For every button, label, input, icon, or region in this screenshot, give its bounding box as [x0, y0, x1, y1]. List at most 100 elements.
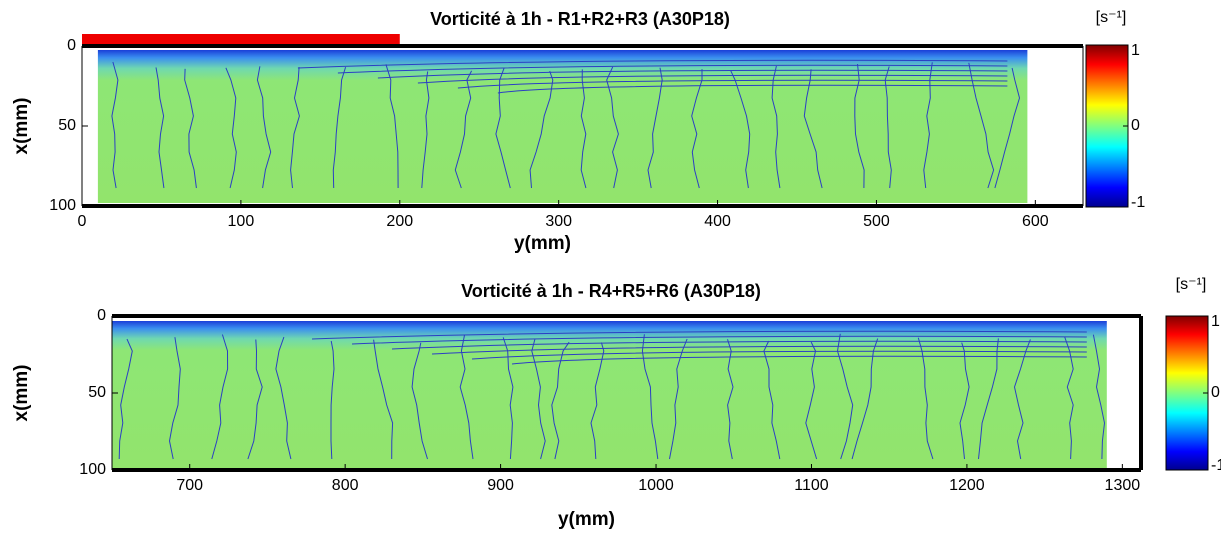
- streamline: [763, 340, 781, 460]
- x-tick-label: 0: [78, 213, 87, 230]
- x-tick-label: 200: [386, 213, 413, 230]
- streamline: [332, 66, 347, 189]
- streamline: [836, 333, 854, 460]
- x-tick-label: 500: [863, 213, 890, 230]
- streamline: [803, 69, 823, 189]
- x-tick-label: 1200: [949, 477, 985, 494]
- streamline: [111, 61, 119, 189]
- y-tick-label: 100: [49, 197, 76, 214]
- streamline: [917, 337, 934, 460]
- streamline: [968, 62, 995, 189]
- streamline: [551, 341, 570, 460]
- streamline: [168, 337, 181, 460]
- y-axis-label: x(mm): [11, 97, 32, 154]
- streamline: [457, 79, 1008, 89]
- streamline: [580, 69, 587, 189]
- streamline: [431, 345, 1087, 355]
- streamline: [471, 350, 1087, 360]
- x-tick-label: 1000: [638, 477, 674, 494]
- x-tick-label: 400: [704, 213, 731, 230]
- streamline: [1013, 339, 1031, 460]
- streamline: [290, 67, 300, 189]
- streamline: [511, 355, 1087, 365]
- colorbar-tick-label: 1: [1131, 42, 1140, 59]
- streamline: [994, 67, 1021, 189]
- streamline: [959, 342, 970, 460]
- colorbar-label: [s⁻¹]: [1096, 9, 1127, 26]
- streamline: [311, 330, 1087, 340]
- y-axis-label: x(mm): [11, 364, 32, 421]
- streamline: [691, 69, 703, 189]
- streamline: [531, 338, 546, 460]
- streamline: [275, 336, 292, 460]
- x-tick-label: 600: [1022, 213, 1049, 230]
- highlight-bar: [82, 34, 400, 44]
- streamline: [884, 66, 892, 189]
- streamlines: [118, 330, 1106, 460]
- streamline: [923, 62, 933, 189]
- x-tick-label: 800: [332, 477, 359, 494]
- streamline: [730, 70, 751, 189]
- colorbar: [1085, 44, 1129, 208]
- streamlines: [111, 59, 1021, 189]
- streamline: [669, 338, 688, 460]
- streamline: [771, 65, 781, 189]
- streamline: [225, 67, 237, 189]
- streamline: [495, 68, 511, 189]
- y-tick-label: 100: [79, 461, 106, 478]
- colorbar-tick-label: 1: [1211, 313, 1220, 330]
- streamline: [606, 66, 619, 189]
- streamline: [391, 340, 1087, 350]
- streamline: [421, 71, 430, 189]
- streamline: [377, 69, 1008, 79]
- streamline: [373, 339, 394, 460]
- y-tick-label: 50: [58, 117, 76, 134]
- y-tick-label: 50: [88, 384, 106, 401]
- x-tick-label: 300: [545, 213, 572, 230]
- streamline: [647, 67, 663, 189]
- streamline: [854, 63, 865, 189]
- y-tick-label: 0: [97, 307, 106, 324]
- x-tick-label: 1300: [1105, 477, 1141, 494]
- colorbar-tick-label: -1: [1211, 457, 1221, 474]
- y-tick-label: 0: [67, 37, 76, 54]
- x-tick-label: 100: [228, 213, 255, 230]
- streamline: [184, 68, 197, 189]
- chart-title: Vorticité à 1h - R4+R5+R6 (A30P18): [461, 281, 761, 301]
- colorbar-tick-label: 0: [1131, 117, 1140, 134]
- colorbar-tick-label: 0: [1211, 384, 1220, 401]
- streamline: [155, 67, 165, 189]
- streamline: [641, 334, 659, 460]
- streamline: [1064, 336, 1074, 460]
- streamline: [978, 338, 999, 460]
- streamline: [502, 337, 514, 460]
- streamline: [330, 340, 335, 460]
- streamline: [454, 70, 473, 189]
- streamline: [247, 339, 263, 460]
- streamline: [118, 338, 133, 460]
- x-axis-label: y(mm): [514, 233, 571, 254]
- x-tick-label: 700: [176, 477, 203, 494]
- streamline: [211, 334, 229, 460]
- streamline: [256, 66, 272, 189]
- streamline: [851, 338, 879, 460]
- streamline: [337, 64, 1008, 74]
- streamline: [1092, 334, 1106, 460]
- x-axis-label: y(mm): [558, 509, 615, 530]
- chart-title: Vorticité à 1h - R1+R2+R3 (A30P18): [430, 9, 730, 29]
- colorbar: [1165, 315, 1209, 471]
- streamline: [805, 341, 818, 460]
- x-tick-label: 900: [487, 477, 514, 494]
- streamline: [385, 64, 399, 189]
- streamline: [297, 59, 1008, 69]
- colorbar-label: [s⁻¹]: [1176, 276, 1207, 293]
- streamline: [411, 342, 428, 460]
- x-tick-label: 1100: [794, 477, 829, 494]
- vorticity-field: [112, 321, 1107, 468]
- streamline: [351, 335, 1087, 345]
- colorbar-tick-label: -1: [1131, 194, 1145, 211]
- streamline: [459, 335, 474, 460]
- streamline: [497, 84, 1008, 94]
- streamline: [417, 74, 1008, 84]
